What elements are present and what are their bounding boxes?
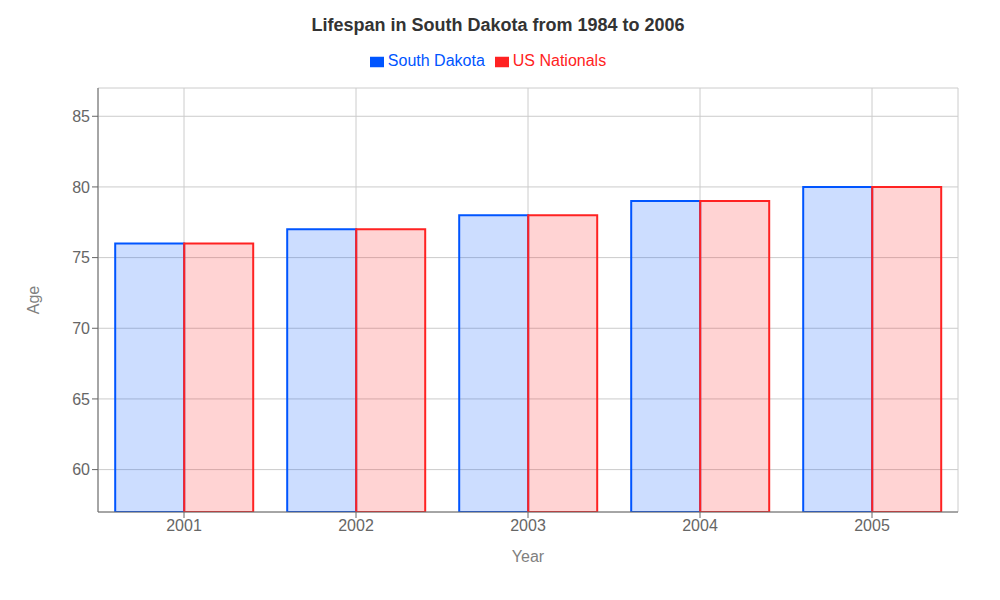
svg-text:2003: 2003 xyxy=(510,517,546,534)
svg-text:80: 80 xyxy=(72,179,90,196)
svg-text:60: 60 xyxy=(72,461,90,478)
svg-text:Year: Year xyxy=(512,548,545,565)
svg-text:2005: 2005 xyxy=(854,517,890,534)
svg-text:2002: 2002 xyxy=(338,517,374,534)
svg-text:85: 85 xyxy=(72,108,90,125)
html-text:Lifespan in South Dakota from: Lifespan in South Dakota from 1984 to 20… xyxy=(311,15,685,35)
svg-text:70: 70 xyxy=(72,320,90,337)
html-text:US Nationals: US Nationals xyxy=(512,52,607,69)
svg-text:2001: 2001 xyxy=(166,517,202,534)
svg-text:75: 75 xyxy=(72,249,90,266)
html-text:South Dakota: South Dakota xyxy=(387,52,485,69)
svg-text:2004: 2004 xyxy=(682,517,718,534)
svg-text:Age: Age xyxy=(25,286,42,315)
svg-text:65: 65 xyxy=(72,391,90,408)
